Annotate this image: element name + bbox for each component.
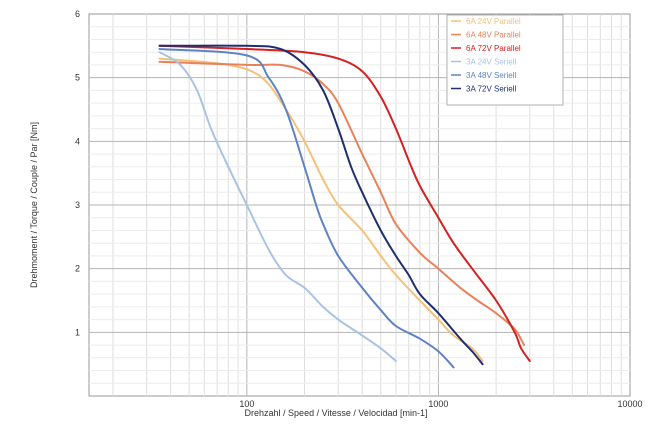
x-axis-label: Drehzahl / Speed / Vitesse / Velocidad [… xyxy=(245,408,428,418)
y-axis-label: Drehmoment / Torque / Couple / Par [Nm] xyxy=(29,122,39,288)
series-lines xyxy=(158,44,531,369)
series-line xyxy=(158,44,484,366)
y-tick-label: 3 xyxy=(75,200,80,210)
series-line xyxy=(158,48,455,369)
series-line xyxy=(158,44,531,362)
series-line xyxy=(158,51,397,362)
legend: 6A 24V Parallel 6A 48V Parallel 6A 72V Par… xyxy=(446,14,564,106)
y-tick-label: 5 xyxy=(75,73,80,83)
series-line xyxy=(158,57,484,362)
y-tick-label: 1 xyxy=(75,327,80,337)
x-tick-label: 10000 xyxy=(617,399,642,409)
legend-entry: 6A 24V Parallel xyxy=(466,17,521,26)
legend-entry: 3A 72V Seriell xyxy=(466,85,516,94)
legend-entry: 6A 48V Parallel xyxy=(466,31,521,40)
grid xyxy=(89,14,630,396)
legend-entry: 6A 72V Parallel xyxy=(466,44,521,53)
legend-entry: 3A 48V Seriell xyxy=(466,71,516,80)
x-tick-label: 100 xyxy=(239,399,254,409)
y-tick-label: 2 xyxy=(75,264,80,274)
x-tick-label: 1000 xyxy=(428,399,448,409)
series-line xyxy=(158,60,526,347)
tick-labels: 100 1000 10000 1 2 3 4 5 6 xyxy=(75,9,643,409)
legend-box xyxy=(446,14,564,106)
legend-entry: 3A 24V Seriell xyxy=(466,58,516,67)
y-tick-label: 6 xyxy=(75,9,80,19)
y-tick-label: 4 xyxy=(75,136,80,146)
